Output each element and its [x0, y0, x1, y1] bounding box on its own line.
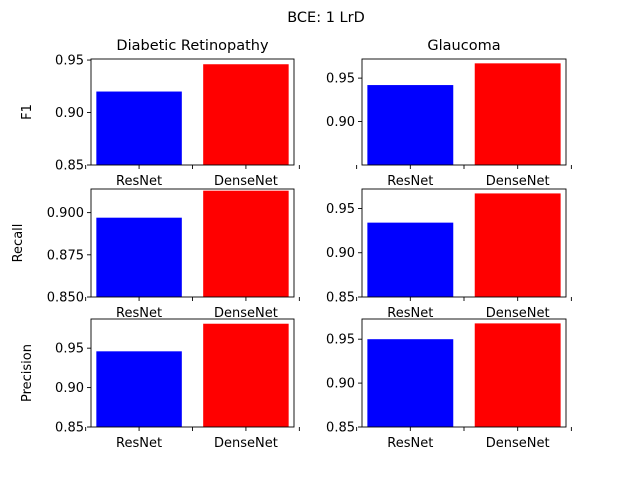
bar-densenet — [203, 190, 289, 297]
y-tick-label: 0.875 — [47, 248, 84, 263]
y-tick-label: 0.95 — [326, 333, 355, 348]
x-tick-label: ResNet — [116, 306, 162, 321]
y-tick-label: 0.95 — [326, 72, 355, 87]
y-tick-label: 0.90 — [326, 377, 355, 392]
x-tick-label: DenseNet — [214, 174, 278, 189]
bar-resnet — [367, 339, 454, 427]
x-tick-label: DenseNet — [486, 436, 550, 451]
bar-densenet — [203, 64, 289, 165]
x-tick-label: ResNet — [387, 174, 433, 189]
y-tick-label: 0.90 — [55, 381, 84, 396]
bar-resnet — [367, 85, 454, 165]
y-tick-label: 0.85 — [326, 291, 355, 306]
y-tick-label: 0.90 — [326, 246, 355, 261]
y-tick-label: 0.95 — [55, 54, 84, 69]
y-tick-label: 0.85 — [326, 421, 355, 436]
x-tick-label: DenseNet — [486, 306, 550, 321]
x-tick-label: DenseNet — [214, 436, 278, 451]
x-tick-label: DenseNet — [214, 306, 278, 321]
y-tick-label: 0.900 — [47, 206, 84, 221]
y-tick-label: 0.90 — [326, 115, 355, 130]
bar-resnet — [96, 217, 182, 297]
x-tick-label: ResNet — [116, 436, 162, 451]
y-tick-label: 0.90 — [55, 106, 84, 121]
subplot-title: Diabetic Retinopathy — [116, 38, 269, 54]
bar-densenet — [474, 63, 561, 165]
y-tick-label: 0.95 — [326, 202, 355, 217]
x-tick-label: ResNet — [387, 306, 433, 321]
y-axis-label: Recall — [11, 224, 26, 263]
bar-densenet — [474, 323, 561, 427]
y-tick-label: 0.85 — [55, 421, 84, 436]
y-tick-label: 0.850 — [47, 291, 84, 306]
y-axis-label: F1 — [20, 104, 35, 120]
y-axis-label: Precision — [20, 344, 35, 402]
bar-densenet — [474, 193, 561, 297]
figure-title: BCE: 1 LrD — [287, 10, 365, 26]
bar-resnet — [96, 91, 182, 165]
x-tick-label: DenseNet — [486, 174, 550, 189]
bar-resnet — [96, 351, 182, 427]
x-tick-label: ResNet — [116, 174, 162, 189]
y-tick-label: 0.95 — [55, 342, 84, 357]
y-tick-label: 0.85 — [55, 159, 84, 174]
bar-resnet — [367, 222, 454, 297]
bar-densenet — [203, 323, 289, 427]
subplot-title: Glaucoma — [427, 38, 500, 54]
x-tick-label: ResNet — [387, 436, 433, 451]
